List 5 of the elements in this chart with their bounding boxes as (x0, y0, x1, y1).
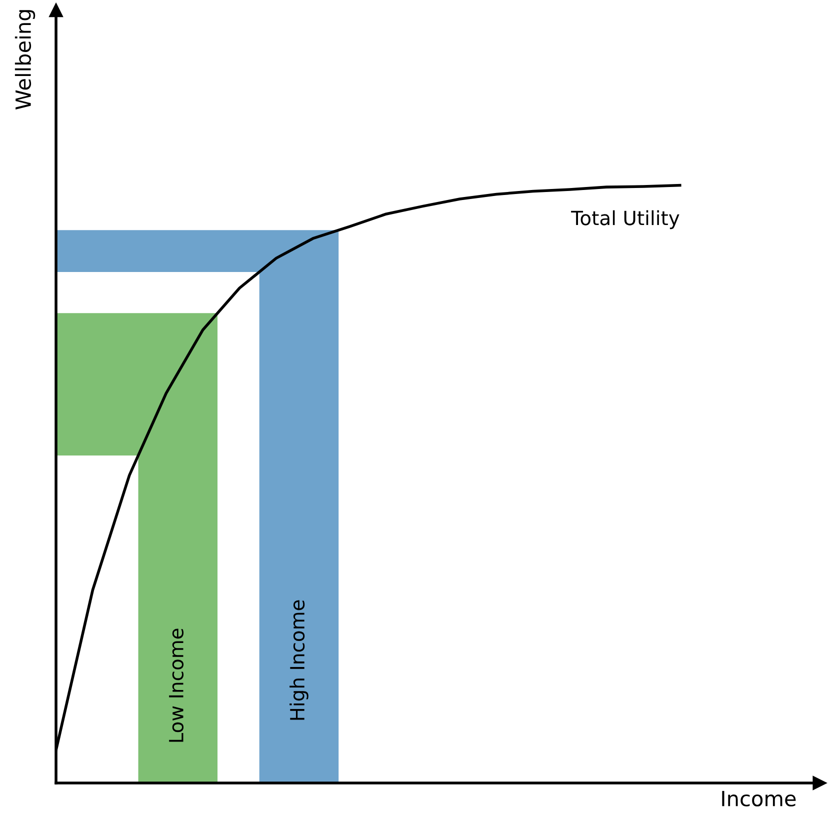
annotation: Low Income (169, 628, 184, 742)
y-axis-title: Wellbeing (14, 10, 36, 110)
x-axis-title: Income (722, 790, 796, 806)
series-label: Total Utility (571, 210, 680, 230)
annotation: High Income (290, 600, 308, 720)
